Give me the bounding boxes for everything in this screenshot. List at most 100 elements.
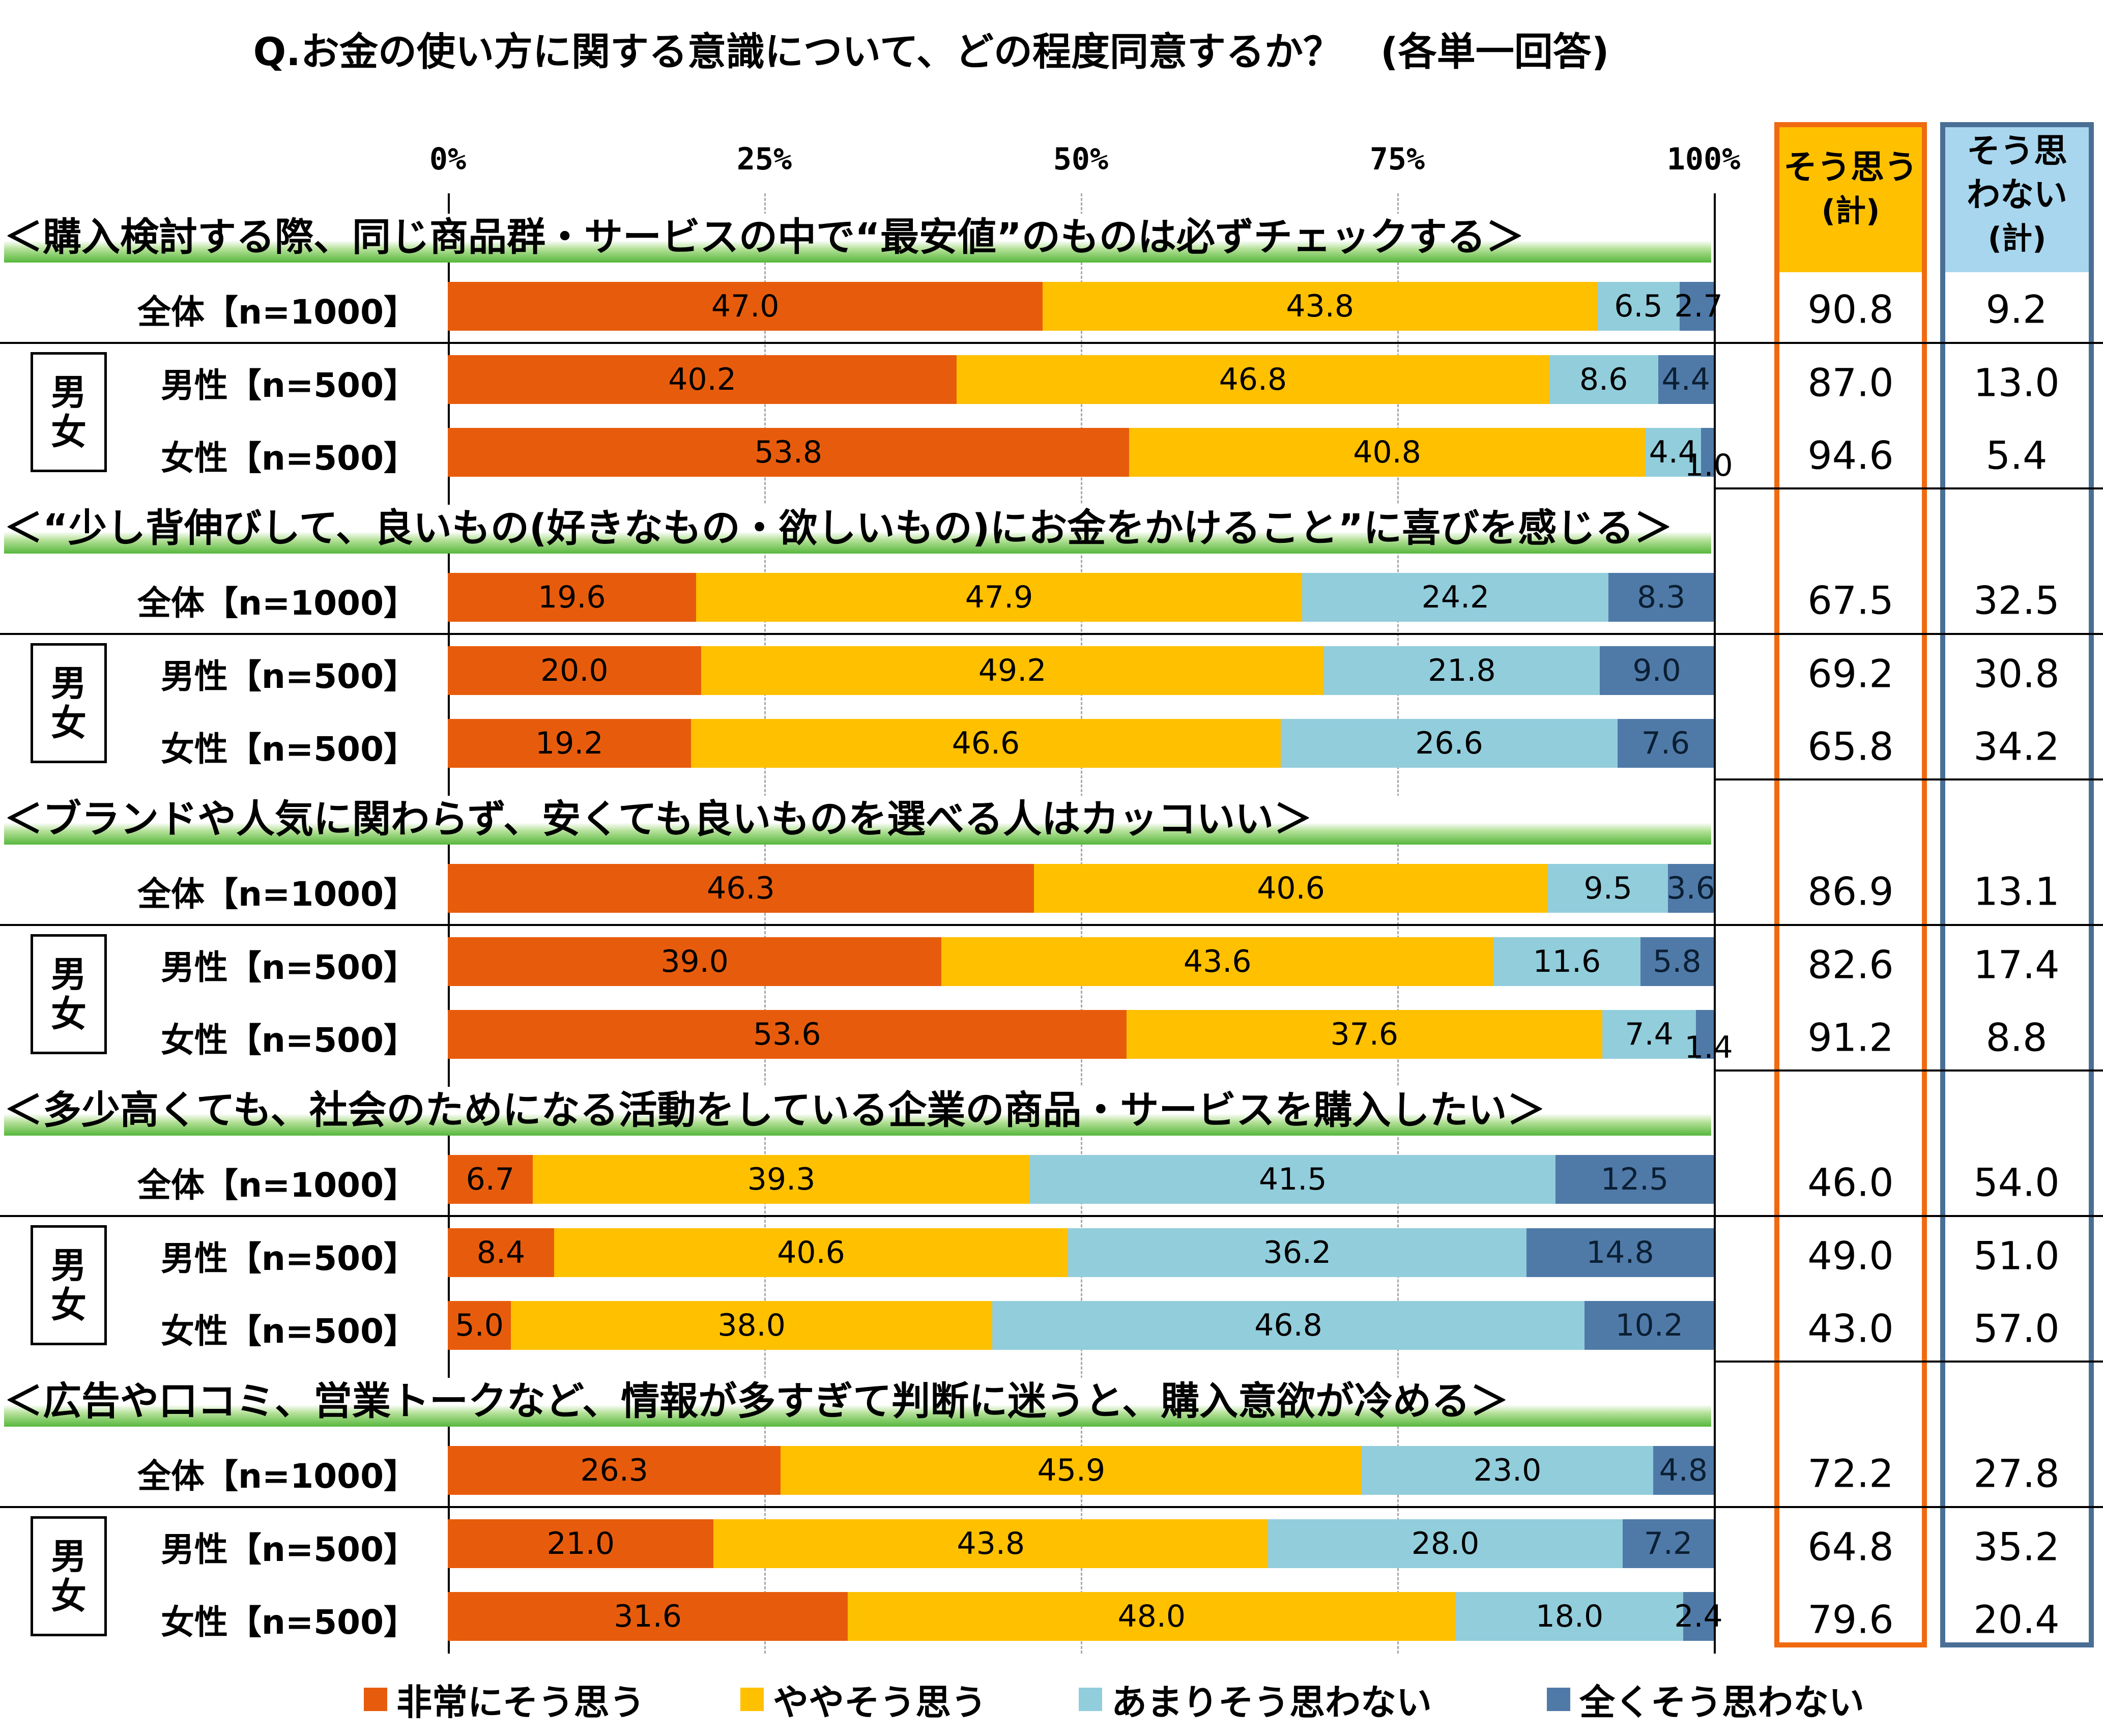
agree-total: 79.6 bbox=[1807, 1597, 1894, 1642]
row-label: 男性【n=500】 bbox=[160, 947, 417, 987]
x-tick-label: 0% bbox=[429, 141, 467, 177]
legend-label: 全くそう思わない bbox=[1579, 1681, 1864, 1723]
bar-segment bbox=[1493, 937, 1640, 986]
bar-segment bbox=[448, 1155, 533, 1204]
bar-segment bbox=[957, 355, 1549, 404]
legend-item: あまりそう思わない bbox=[1079, 1676, 1432, 1723]
bar-segment bbox=[448, 1592, 848, 1641]
row-separator bbox=[0, 1215, 2103, 1217]
bar-segment bbox=[1653, 1446, 1714, 1495]
data-label: 7.2 bbox=[1644, 1525, 1693, 1561]
data-label: 10.2 bbox=[1615, 1308, 1683, 1343]
sex-box-line2: 女 bbox=[51, 411, 87, 453]
disagree-total: 27.8 bbox=[1973, 1451, 2060, 1496]
data-label: 53.6 bbox=[753, 1017, 821, 1052]
disagree-header-line2: わない bbox=[1967, 175, 2067, 214]
data-label: 40.2 bbox=[668, 361, 736, 397]
data-label: 21.8 bbox=[1428, 652, 1496, 688]
data-label: 45.9 bbox=[1037, 1453, 1106, 1488]
bar-segment bbox=[1668, 864, 1714, 913]
data-label: 26.6 bbox=[1415, 726, 1483, 761]
question-band bbox=[4, 505, 1711, 554]
row-label: 全体【n=1000】 bbox=[137, 1166, 417, 1205]
row-label: 女性【n=500】 bbox=[160, 1603, 417, 1642]
bar-segment bbox=[448, 428, 1129, 477]
bar-segment bbox=[554, 1228, 1069, 1277]
bar-segment bbox=[1455, 1592, 1684, 1641]
data-label: 19.2 bbox=[535, 726, 603, 761]
data-label: 12.5 bbox=[1600, 1162, 1669, 1197]
disagree-total: 34.2 bbox=[1973, 724, 2060, 769]
sex-box-line1: 男 bbox=[51, 1536, 87, 1577]
disagree-total: 54.0 bbox=[1973, 1160, 2060, 1205]
disagree-total-header: そう思 わない (計) bbox=[1945, 127, 2089, 272]
disagree-total: 5.4 bbox=[1985, 432, 2048, 478]
agree-total: 46.0 bbox=[1807, 1160, 1894, 1205]
bar-segment bbox=[1548, 864, 1668, 913]
bar-segment bbox=[1597, 282, 1680, 331]
agree-total: 65.8 bbox=[1807, 724, 1894, 769]
bar-segment bbox=[448, 646, 701, 695]
disagree-header-line3: (計) bbox=[1987, 221, 2047, 256]
bar-segment bbox=[690, 719, 1281, 768]
row-label: 女性【n=500】 bbox=[160, 730, 417, 769]
data-label: 7.6 bbox=[1641, 726, 1690, 761]
group-separator bbox=[1714, 1069, 2103, 1072]
data-label: 39.0 bbox=[660, 943, 729, 979]
bar-segment bbox=[1658, 355, 1714, 404]
sex-group-box: 男女 bbox=[31, 643, 107, 763]
bar-segment bbox=[448, 1519, 714, 1568]
bar-segment bbox=[448, 1228, 554, 1277]
row-label: 男性【n=500】 bbox=[160, 1238, 417, 1278]
bar-segment bbox=[1602, 1010, 1696, 1059]
row-separator bbox=[0, 924, 2103, 926]
data-label: 6.7 bbox=[466, 1162, 515, 1197]
legend-swatch bbox=[740, 1688, 764, 1711]
row-label: 男性【n=500】 bbox=[160, 365, 417, 405]
data-label: 2.7 bbox=[1674, 288, 1723, 324]
sex-box-line2: 女 bbox=[51, 993, 87, 1035]
group-separator bbox=[1714, 487, 2103, 489]
question-label: ＜“少し背伸びして、良いもの(好きなもの・欲しいもの)にお金をかけること”に喜び… bbox=[4, 505, 1673, 551]
data-label: 40.6 bbox=[1257, 871, 1325, 906]
data-label: 47.9 bbox=[965, 580, 1033, 615]
data-label: 46.8 bbox=[1219, 361, 1287, 397]
data-label: 24.2 bbox=[1421, 580, 1490, 615]
sex-box-line1: 男 bbox=[51, 662, 87, 704]
data-label: 37.6 bbox=[1330, 1017, 1399, 1052]
bar-segment bbox=[941, 937, 1494, 986]
question-band bbox=[4, 214, 1711, 263]
sex-group-box: 男女 bbox=[31, 352, 107, 472]
disagree-total: 30.8 bbox=[1973, 651, 2060, 696]
data-label: 39.3 bbox=[747, 1162, 816, 1197]
bar-segment bbox=[1043, 282, 1598, 331]
data-label: 40.8 bbox=[1353, 435, 1421, 470]
data-label: 43.6 bbox=[1183, 943, 1252, 979]
disagree-total: 57.0 bbox=[1973, 1306, 2060, 1351]
data-label: 38.0 bbox=[717, 1308, 786, 1343]
row-label: 男性【n=500】 bbox=[160, 1529, 417, 1569]
data-label: 36.2 bbox=[1263, 1234, 1332, 1270]
bar-segment bbox=[848, 1592, 1456, 1641]
group-separator bbox=[1714, 778, 2103, 780]
data-label: 4.4 bbox=[1661, 361, 1710, 397]
bar-segment bbox=[1617, 719, 1714, 768]
data-label: 9.5 bbox=[1583, 871, 1632, 906]
bar-segment bbox=[1701, 428, 1714, 477]
bar-segment bbox=[696, 573, 1303, 622]
data-label: 4.4 bbox=[1649, 435, 1698, 470]
disagree-header-line1: そう思 bbox=[1967, 131, 2067, 170]
bar-segment bbox=[448, 282, 1043, 331]
data-label: 8.4 bbox=[476, 1234, 526, 1270]
data-label: 46.6 bbox=[952, 726, 1020, 761]
agree-total: 82.6 bbox=[1807, 942, 1894, 987]
data-label: 47.0 bbox=[711, 288, 780, 324]
data-label: 14.8 bbox=[1586, 1234, 1654, 1270]
data-label: 6.5 bbox=[1614, 288, 1663, 324]
data-label: 1.4 bbox=[1684, 1030, 1733, 1065]
sex-box-line2: 女 bbox=[51, 1284, 87, 1326]
bar-segment bbox=[448, 355, 957, 404]
data-label: 5.8 bbox=[1653, 943, 1702, 979]
row-separator bbox=[0, 1506, 2103, 1508]
data-label: 41.5 bbox=[1258, 1162, 1327, 1197]
